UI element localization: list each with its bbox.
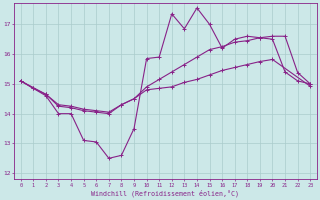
X-axis label: Windchill (Refroidissement éolien,°C): Windchill (Refroidissement éolien,°C) — [92, 189, 239, 197]
